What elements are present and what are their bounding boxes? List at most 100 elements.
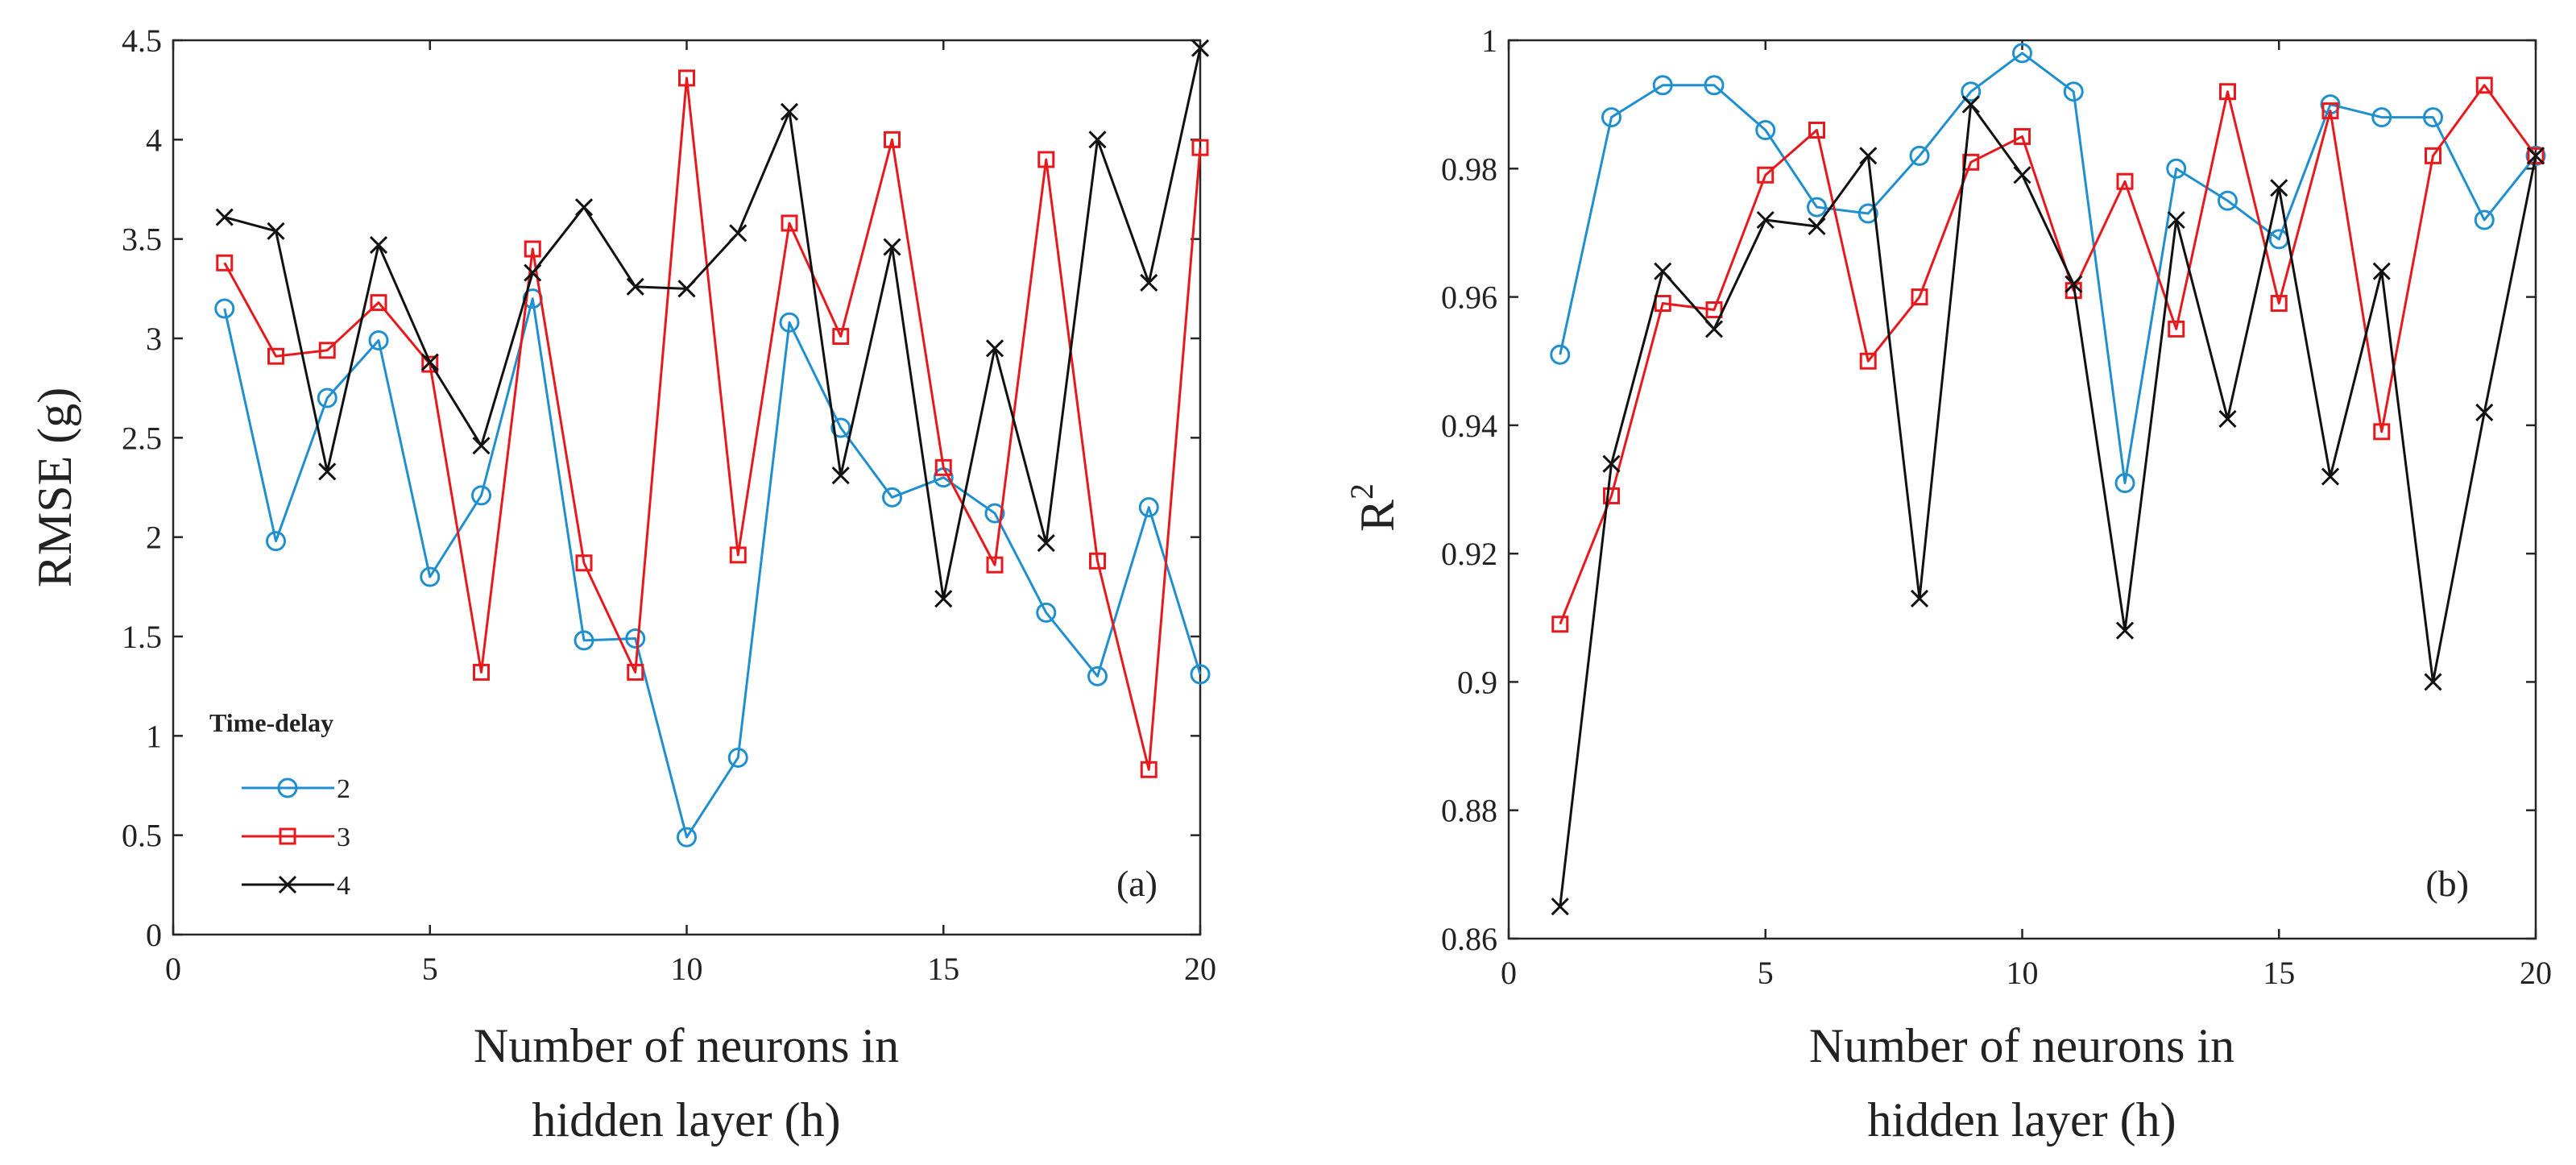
- data-point-series-4: [2065, 275, 2083, 293]
- y-tick-label: 1: [1481, 23, 1497, 59]
- data-point-series-2: [882, 487, 902, 508]
- axis-ticks: 0 5 10 15 20 0.86 0.88 0.9 0.92 0.94 0.96 0.98 1: [1441, 23, 2552, 991]
- data-point-series-3: [1603, 487, 1620, 504]
- data-point-series-3: [2527, 147, 2545, 164]
- data-point-series-3: [729, 546, 747, 564]
- data-point-series-2: [2012, 43, 2032, 64]
- x-axis-title-line-1: Number of neurons in: [474, 1019, 899, 1072]
- data-point-series-4: [2475, 403, 2494, 421]
- y-axis-title-superscript: 2: [1344, 483, 1380, 500]
- data-point-series-2: [2525, 145, 2546, 166]
- data-point-series-4: [2167, 210, 2185, 230]
- legend-entry-series-2: 2: [242, 774, 350, 804]
- data-point-series-2: [368, 330, 389, 350]
- data-point-series-4: [267, 222, 285, 240]
- data-point-series-3: [934, 458, 952, 476]
- data-point-series-4: [1910, 589, 1929, 607]
- x-tick-label: 20: [2520, 955, 2552, 991]
- data-point-series-3: [2168, 320, 2185, 338]
- panel-a-rmse: 0 5 10 15 20 0 0.5 1 1.5 2 2.5 3 3.5 4 4.5 Number of n…: [28, 23, 1216, 1146]
- series-line-4: [1559, 103, 2537, 907]
- y-tick-label: 0: [146, 917, 162, 953]
- data-point-series-3: [2321, 102, 2339, 120]
- data-point-series-4: [677, 280, 696, 298]
- series-layer: [214, 39, 1211, 848]
- data-point-series-3: [832, 328, 850, 346]
- data-point-series-4: [1756, 210, 1775, 230]
- y-axis-title: RMSE (g): [28, 388, 81, 587]
- x-axis-title-line-1: Number of neurons in: [1809, 1019, 2234, 1072]
- data-point-series-3: [473, 663, 490, 681]
- x-tick-label: 10: [2007, 955, 2039, 991]
- data-point-series-2: [266, 531, 286, 552]
- data-point-series-4: [626, 277, 644, 296]
- series-line-3: [223, 77, 1202, 771]
- y-tick-label: 0.88: [1441, 793, 1497, 829]
- y-tick-label: 0.92: [1441, 536, 1497, 572]
- data-point-series-4: [831, 466, 850, 485]
- data-point-series-3: [986, 556, 1004, 574]
- x-tick-label: 10: [671, 951, 703, 987]
- data-point-series-2: [2166, 158, 2187, 179]
- data-point-series-2: [1961, 81, 1982, 102]
- data-point-series-3: [267, 347, 284, 365]
- data-point-series-3: [1757, 166, 1775, 184]
- data-point-series-2: [625, 628, 646, 649]
- data-point-series-4: [2526, 147, 2545, 165]
- data-point-series-3: [1191, 139, 1209, 156]
- series-line-4: [224, 48, 1202, 600]
- data-point-series-3: [2014, 127, 2031, 145]
- plot-frame: [172, 39, 1202, 936]
- x-axis-title-line-2: hidden layer (h): [532, 1093, 840, 1146]
- series-line-3: [1559, 84, 2537, 625]
- data-point-series-4: [934, 590, 953, 608]
- data-point-series-2: [1601, 107, 1621, 128]
- data-point-series-3: [2475, 77, 2493, 94]
- legend-marker-circle: [277, 777, 298, 798]
- data-point-series-3: [1654, 295, 1671, 313]
- data-point-series-2: [1036, 602, 1057, 623]
- legend-marker-x: [278, 875, 297, 894]
- data-point-series-3: [2116, 172, 2134, 190]
- data-point-series-4: [1088, 131, 1107, 149]
- x-tick-label: 5: [422, 951, 438, 987]
- data-point-series-3: [524, 240, 541, 258]
- legend-label-2: 2: [337, 774, 350, 804]
- data-point-series-2: [1857, 203, 1878, 224]
- data-point-series-3: [1089, 552, 1106, 570]
- data-point-series-2: [1087, 665, 1108, 686]
- plot-frame: [1507, 39, 2537, 940]
- data-point-series-2: [1652, 75, 1673, 96]
- data-point-series-3: [575, 554, 593, 572]
- data-point-series-3: [627, 663, 644, 681]
- y-axis-title: R2: [1344, 483, 1404, 532]
- data-point-series-4: [472, 437, 491, 455]
- y-tick-label: 2.5: [122, 420, 162, 456]
- data-point-series-3: [2219, 83, 2236, 101]
- data-point-series-3: [1140, 761, 1158, 778]
- data-point-series-4: [2218, 409, 2237, 428]
- data-point-series-4: [2270, 179, 2288, 197]
- data-point-series-2: [779, 312, 800, 333]
- x-tick-label: 5: [1758, 955, 1774, 991]
- y-tick-label: 1: [146, 718, 162, 754]
- data-point-series-4: [985, 339, 1004, 358]
- data-point-series-3: [216, 254, 234, 272]
- series-layer: [1550, 43, 2546, 916]
- data-point-series-4: [1859, 147, 1878, 165]
- data-point-series-3: [678, 69, 695, 87]
- data-point-series-4: [369, 236, 388, 255]
- panel-b-r-squared: 0 5 10 15 20 0.86 0.88 0.9 0.92 0.94 0.96 0.98 1 Num…: [1344, 23, 2552, 1146]
- y-axis-title-base: R2: [1344, 483, 1404, 532]
- legend-title: Time-delay: [209, 708, 333, 737]
- data-point-series-4: [1808, 217, 1826, 236]
- data-point-series-3: [1911, 288, 1928, 306]
- data-point-series-4: [318, 462, 337, 481]
- data-point-series-4: [1140, 273, 1158, 292]
- data-point-series-2: [2371, 107, 2392, 128]
- data-point-series-3: [421, 355, 439, 373]
- data-point-series-2: [984, 503, 1005, 524]
- data-point-series-2: [727, 747, 748, 768]
- data-point-series-4: [2372, 262, 2391, 280]
- x-tick-label: 15: [927, 951, 959, 987]
